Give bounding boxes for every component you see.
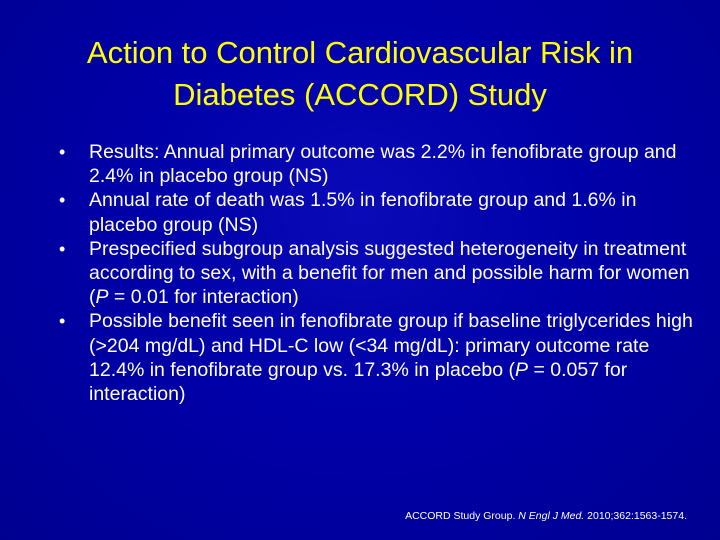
bullet-text-part: = 0.01 for interaction): [108, 286, 299, 309]
bullet-icon: •: [59, 190, 66, 211]
citation-details: 2010;362:1563-1574.: [584, 510, 687, 522]
bullet-text-part: = 0.057 for interaction): [89, 358, 628, 406]
citation-authors: ACCORD Study Group.: [405, 510, 519, 522]
bullet-text-part: Possible benefit seen in fenofibrate gro…: [89, 310, 693, 381]
p-value-symbol: P: [515, 358, 529, 381]
title-line-2: Diabetes (ACCORD) Study: [173, 77, 547, 112]
bullet-text: Results: Annual primary outcome was 2.2%…: [89, 141, 677, 188]
bullet-text: Possible benefit seen in fenofibrate gro…: [89, 310, 693, 405]
p-value-symbol: P: [95, 286, 109, 309]
bullet-text-part: Prespecified subgroup analysis suggested…: [89, 237, 690, 309]
bullet-text: Prespecified subgroup analysis suggested…: [89, 238, 689, 308]
bullet-icon: •: [59, 238, 66, 259]
bullet-text: Annual rate of death was 1.5% in fenofib…: [89, 189, 637, 236]
bullet-icon: •: [59, 311, 66, 332]
slide-title: Action to Control Cardiovascular Risk in…: [20, 32, 700, 116]
bullet-item: • Annual rate of death was 1.5% in fenof…: [58, 188, 698, 236]
bullet-icon: •: [59, 142, 66, 162]
bullet-list: • Results: Annual primary outcome was 2.…: [58, 140, 698, 406]
citation-journal: N Engl J Med.: [518, 510, 585, 522]
citation: ACCORD Study Group. N Engl J Med. 2010;3…: [405, 509, 687, 523]
title-line-1: Action to Control Cardiovascular Risk in: [86, 35, 634, 70]
bullet-item: • Prespecified subgroup analysis suggest…: [58, 237, 698, 310]
bullet-item: • Possible benefit seen in fenofibrate g…: [58, 309, 698, 406]
bullet-item: • Results: Annual primary outcome was 2.…: [58, 140, 698, 188]
